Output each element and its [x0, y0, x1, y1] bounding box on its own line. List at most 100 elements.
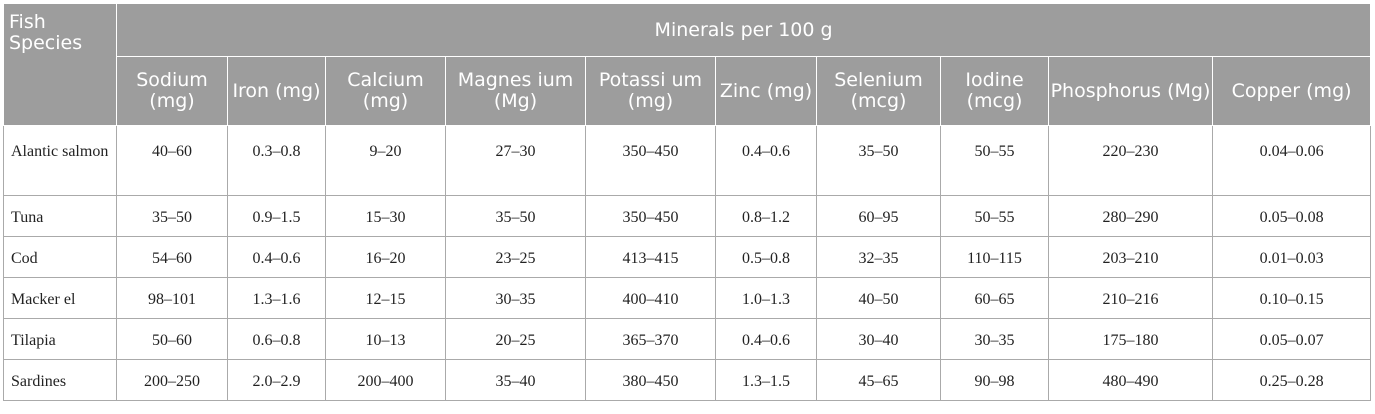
table-row: Cod 54–60 0.4–0.6 16–20 23–25 413–415 0.… [3, 236, 1372, 278]
column-header-copper: Copper (mg) [1211, 56, 1372, 126]
minerals-group-header: Minerals per 100 g [115, 3, 1372, 57]
cell-value: 1.3–1.6 [252, 291, 301, 308]
cell-value: 50–60 [152, 332, 192, 349]
cell-value: 30–35 [974, 332, 1015, 349]
value-cell: 0.4–0.6 [227, 236, 326, 278]
value-cell: 90–98 [940, 359, 1049, 401]
fish-name-cell: Alantic salmon [3, 125, 117, 196]
cell-value: 350–450 [622, 209, 679, 226]
cell-value: 35–40 [495, 373, 536, 390]
cell-value: 110–115 [967, 250, 1022, 267]
cell-value: 0.6–0.8 [252, 332, 301, 349]
value-cell: 0.4–0.6 [715, 125, 817, 196]
value-cell: 1.3–1.6 [227, 277, 326, 319]
cell-value: 12–15 [365, 291, 406, 308]
cell-value: 40–60 [152, 143, 192, 160]
column-header-magnesium: Magnes ium (Mg) [445, 56, 586, 126]
cell-value: 20–25 [495, 332, 536, 349]
cell-value: 400–410 [622, 291, 679, 308]
cell-value: 0.04–0.06 [1259, 143, 1324, 160]
value-cell: 0.9–1.5 [227, 195, 326, 237]
value-cell: 35–50 [816, 125, 941, 196]
cell-value: 16–20 [365, 250, 406, 267]
column-header-iodine: Iodine (mcg) [940, 56, 1049, 126]
value-cell: 27–30 [445, 125, 586, 196]
fish-name-cell: Macker el [3, 277, 117, 319]
value-cell: 0.4–0.6 [715, 318, 817, 360]
table-row: Tilapia 50–60 0.6–0.8 10–13 20–25 365–37… [3, 318, 1372, 360]
cell-value: 0.10–0.15 [1259, 291, 1324, 308]
cell-value: 200–400 [357, 373, 414, 390]
cell-value: 54–60 [152, 250, 192, 267]
value-cell: 23–25 [445, 236, 586, 278]
cell-value: 30–40 [858, 332, 899, 349]
header-row-group: Fish Species Minerals per 100 g [3, 3, 1372, 126]
cell-value: 0.4–0.6 [742, 143, 790, 160]
fish-name-cell: Cod [3, 236, 117, 278]
fish-name-cell: Tilapia [3, 318, 117, 360]
value-cell: 60–65 [940, 277, 1049, 319]
cell-value: 9–20 [369, 143, 402, 160]
cell-value: 35–50 [495, 209, 536, 226]
value-cell: 32–35 [816, 236, 941, 278]
cell-value: 27–30 [495, 143, 536, 160]
cell-value: 0.01–0.03 [1259, 250, 1324, 267]
cell-value: 1.0–1.3 [742, 291, 790, 308]
cell-value: 10–13 [365, 332, 406, 349]
cell-value: 0.4–0.6 [742, 332, 790, 349]
cell-value: 0.3–0.8 [252, 143, 301, 160]
cell-value: 1.3–1.5 [742, 373, 790, 390]
fish-name: Macker el [11, 291, 76, 308]
cell-value: 200–250 [144, 373, 200, 390]
value-cell: 413–415 [585, 236, 716, 278]
value-cell: 30–40 [816, 318, 941, 360]
value-cell: 30–35 [445, 277, 586, 319]
value-cell: 110–115 [940, 236, 1049, 278]
value-cell: 98–101 [116, 277, 228, 319]
column-header-calcium: Calcium (mg) [325, 56, 446, 126]
cell-value: 280–290 [1102, 209, 1159, 226]
value-cell: 280–290 [1048, 195, 1213, 237]
value-cell: 175–180 [1048, 318, 1213, 360]
cell-value: 0.9–1.5 [252, 209, 301, 226]
value-cell: 1.0–1.3 [715, 277, 817, 319]
value-cell: 350–450 [585, 195, 716, 237]
value-cell: 210–216 [1048, 277, 1213, 319]
value-cell: 16–20 [325, 236, 446, 278]
value-cell: 350–450 [585, 125, 716, 196]
value-cell: 40–50 [816, 277, 941, 319]
cell-value: 50–55 [974, 209, 1015, 226]
cell-value: 365–370 [622, 332, 679, 349]
value-cell: 0.5–0.8 [715, 236, 817, 278]
value-cell: 203–210 [1048, 236, 1213, 278]
value-cell: 200–250 [116, 359, 228, 401]
cell-value: 0.8–1.2 [742, 209, 790, 226]
cell-value: 413–415 [622, 250, 679, 267]
cell-value: 203–210 [1102, 250, 1159, 267]
header-row-columns: Sodium (mg) Iron (mg) Calcium (mg) Magne… [4, 56, 1372, 126]
table-row: Alantic salmon 40–60 0.3–0.8 9–20 27–30 … [3, 125, 1372, 196]
value-cell: 35–40 [445, 359, 586, 401]
column-header-zinc: Zinc (mg) [715, 56, 817, 126]
column-header-iron: Iron (mg) [227, 56, 326, 126]
value-cell: 0.3–0.8 [227, 125, 326, 196]
value-cell: 0.6–0.8 [227, 318, 326, 360]
value-cell: 0.05–0.08 [1211, 195, 1372, 237]
cell-value: 0.05–0.08 [1259, 209, 1324, 226]
value-cell: 45–65 [816, 359, 941, 401]
cell-value: 90–98 [974, 373, 1015, 390]
column-header-sodium: Sodium (mg) [116, 56, 228, 126]
value-cell: 50–55 [940, 195, 1049, 237]
value-cell: 480–490 [1048, 359, 1213, 401]
cell-value: 32–35 [858, 250, 899, 267]
table-row: Sardines 200–250 2.0–2.9 200–400 35–40 3… [3, 359, 1372, 401]
value-cell: 220–230 [1048, 125, 1213, 196]
cell-value: 0.25–0.28 [1259, 373, 1324, 390]
value-cell: 10–13 [325, 318, 446, 360]
fish-name: Tilapia [11, 332, 56, 349]
value-cell: 50–55 [940, 125, 1049, 196]
value-cell: 20–25 [445, 318, 586, 360]
value-cell: 12–15 [325, 277, 446, 319]
cell-value: 98–101 [148, 291, 196, 308]
fish-species-header: Fish Species [3, 3, 117, 126]
